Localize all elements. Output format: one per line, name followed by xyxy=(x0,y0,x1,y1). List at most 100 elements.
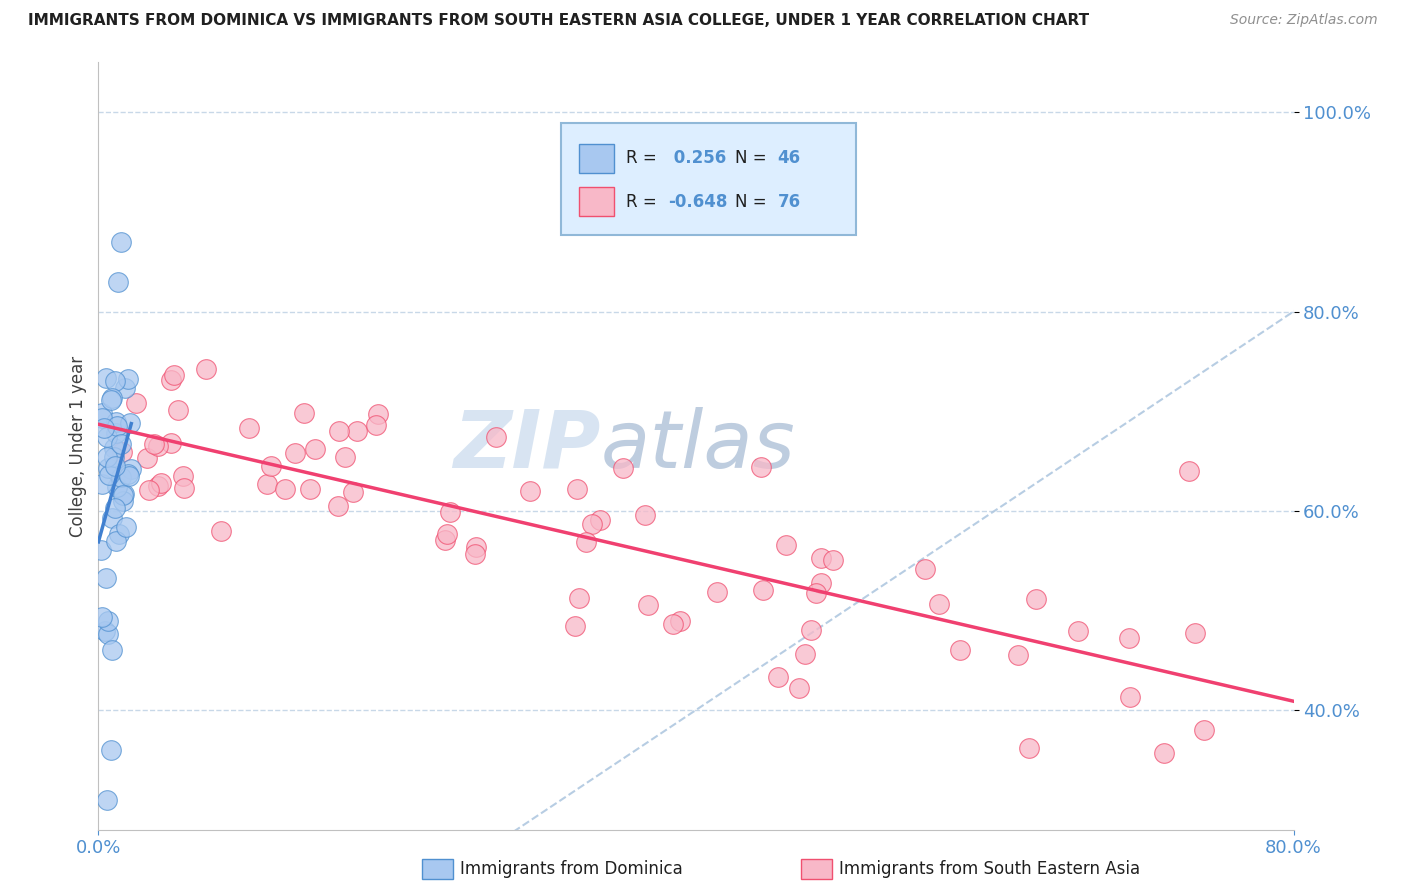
Text: -0.648: -0.648 xyxy=(668,193,727,211)
Point xyxy=(105,418,128,433)
Point xyxy=(342,485,364,500)
Point xyxy=(292,406,315,420)
Point xyxy=(581,516,603,531)
Point xyxy=(94,624,117,639)
Point xyxy=(465,541,488,555)
Point xyxy=(93,421,115,435)
Point xyxy=(111,494,134,508)
Point xyxy=(101,643,124,657)
Point xyxy=(104,458,127,473)
Point xyxy=(97,461,120,475)
Text: ZIP: ZIP xyxy=(453,407,600,485)
Point xyxy=(105,480,128,494)
Text: R =: R = xyxy=(626,150,657,168)
Point xyxy=(91,410,114,425)
Point xyxy=(104,374,127,388)
Point xyxy=(612,460,634,475)
Point xyxy=(118,417,141,431)
Point xyxy=(103,450,125,464)
Point xyxy=(575,535,598,549)
Point xyxy=(1018,740,1040,755)
Point xyxy=(146,439,169,453)
Point xyxy=(464,547,486,561)
Point xyxy=(768,670,790,684)
Point xyxy=(146,479,169,493)
Point xyxy=(150,476,173,491)
Point xyxy=(328,425,350,439)
Point xyxy=(637,599,659,613)
Point xyxy=(1184,626,1206,640)
Point xyxy=(810,576,832,591)
Point xyxy=(1153,746,1175,760)
Point xyxy=(806,585,828,599)
Text: Immigrants from South Eastern Asia: Immigrants from South Eastern Asia xyxy=(839,860,1140,878)
Point xyxy=(810,550,832,565)
Text: atlas: atlas xyxy=(600,407,796,485)
Point xyxy=(91,406,114,420)
Point xyxy=(117,467,139,482)
Point xyxy=(662,617,685,632)
Point xyxy=(97,467,120,482)
Point xyxy=(96,370,118,384)
Point xyxy=(97,614,120,628)
Point xyxy=(96,450,118,464)
Point xyxy=(115,520,138,534)
Point xyxy=(112,487,135,501)
Point xyxy=(928,597,950,611)
Text: N =: N = xyxy=(735,150,766,168)
Point xyxy=(110,437,132,451)
Point xyxy=(96,627,118,641)
Point xyxy=(794,647,817,661)
Point xyxy=(172,468,194,483)
Point xyxy=(138,483,160,497)
Point xyxy=(160,435,183,450)
Text: Source: ZipAtlas.com: Source: ZipAtlas.com xyxy=(1230,13,1378,28)
Point xyxy=(326,499,349,513)
Point xyxy=(209,524,232,538)
Point xyxy=(194,362,217,376)
Point xyxy=(105,534,128,549)
Text: 46: 46 xyxy=(778,150,800,168)
Point xyxy=(1007,648,1029,662)
Point xyxy=(114,381,136,395)
Point xyxy=(484,430,506,444)
Point xyxy=(104,415,127,429)
Point xyxy=(346,424,368,438)
Text: 0.256: 0.256 xyxy=(668,150,725,168)
Point xyxy=(439,505,461,519)
Text: IMMIGRANTS FROM DOMINICA VS IMMIGRANTS FROM SOUTH EASTERN ASIA COLLEGE, UNDER 1 : IMMIGRANTS FROM DOMINICA VS IMMIGRANTS F… xyxy=(28,13,1090,29)
Point xyxy=(94,570,117,584)
Text: N =: N = xyxy=(735,193,766,211)
Point xyxy=(167,403,190,417)
Point xyxy=(107,275,129,289)
Point xyxy=(273,483,295,497)
Point xyxy=(1118,631,1140,645)
Point xyxy=(434,533,457,547)
Point xyxy=(588,513,610,527)
Point xyxy=(100,743,122,757)
Point xyxy=(775,538,797,552)
Point xyxy=(823,553,845,567)
Point xyxy=(519,483,541,498)
Point xyxy=(568,591,591,606)
Text: 76: 76 xyxy=(778,193,800,211)
Point xyxy=(91,477,114,491)
Point xyxy=(1178,464,1201,478)
Point xyxy=(333,450,356,464)
Point xyxy=(1067,624,1090,639)
Point xyxy=(949,642,972,657)
Point xyxy=(1025,591,1047,606)
Point xyxy=(364,417,387,432)
Point xyxy=(125,396,148,410)
Point xyxy=(101,511,124,525)
Point xyxy=(367,407,389,421)
Point xyxy=(110,235,132,249)
Point xyxy=(669,614,692,628)
Point xyxy=(299,482,322,496)
Point xyxy=(633,508,655,523)
Point xyxy=(751,459,773,474)
Point xyxy=(90,543,112,558)
Point xyxy=(260,459,283,474)
Point xyxy=(914,562,936,576)
Point xyxy=(135,450,157,465)
